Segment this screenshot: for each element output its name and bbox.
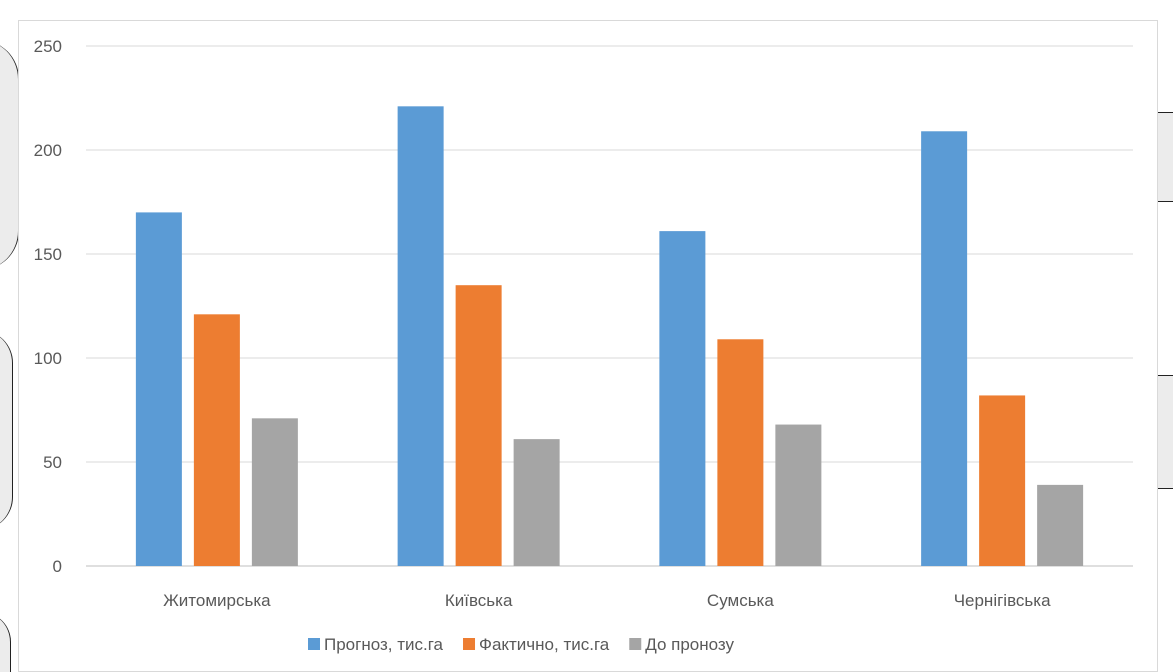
bar-1-2 <box>397 106 444 566</box>
y-tick-label: 100 <box>34 349 62 368</box>
y-axis-ticks: 0 50 100 150 200 250 <box>34 37 62 576</box>
y-tick-label: 250 <box>34 37 62 56</box>
bar-3-3 <box>775 424 822 566</box>
y-tick-label: 150 <box>34 245 62 264</box>
legend-label: Прогноз, тис.га <box>324 635 444 654</box>
y-tick-label: 200 <box>34 141 62 160</box>
x-category-label: Житомирська <box>163 591 271 610</box>
gridlines <box>86 45 1133 567</box>
bar-3-4 <box>1037 484 1084 566</box>
bar-2-1 <box>193 314 240 566</box>
bar-3-1 <box>251 418 298 566</box>
bar-1-1 <box>135 212 182 566</box>
legend-label: До пронозу <box>645 635 734 654</box>
background-shape <box>0 330 13 530</box>
background-shape <box>0 612 11 672</box>
x-axis-categories: Житомирська Київська Сумська Чернігівська <box>163 591 1051 610</box>
bar-1-4 <box>921 131 968 566</box>
bar-2-2 <box>455 285 502 566</box>
x-category-label: Київська <box>445 591 513 610</box>
x-category-label: Сумська <box>707 591 774 610</box>
background-shape <box>1158 112 1173 202</box>
legend-swatch <box>463 638 476 650</box>
legend: Прогноз, тис.га Фактично, тис.га До проноз… <box>308 635 735 654</box>
legend-swatch <box>308 638 320 650</box>
y-tick-label: 0 <box>53 557 62 576</box>
bar-1-3 <box>659 231 706 566</box>
y-tick-label: 50 <box>43 453 62 472</box>
bar-2-3 <box>717 339 764 566</box>
legend-swatch <box>629 638 642 650</box>
bar-3-2 <box>513 439 560 566</box>
background-shape <box>1158 375 1173 489</box>
legend-label: Фактично, тис.га <box>479 635 610 654</box>
bars <box>135 106 1084 566</box>
bar-2-4 <box>979 395 1026 566</box>
x-category-label: Чернігівська <box>954 591 1051 610</box>
